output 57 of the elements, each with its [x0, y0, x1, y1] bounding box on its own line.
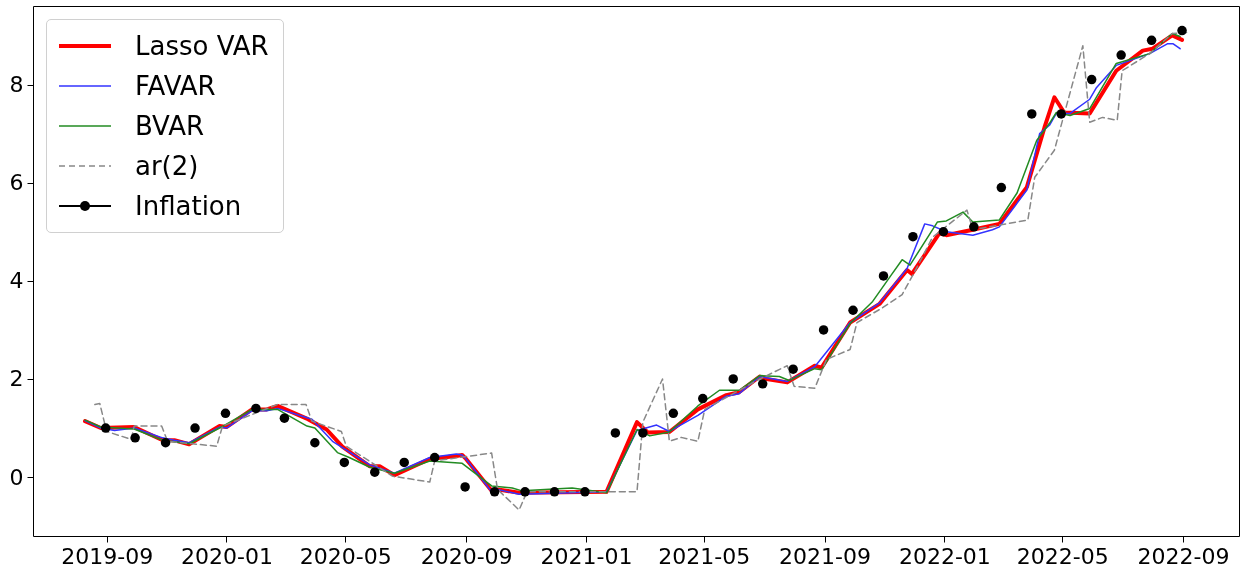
y-tick-label: 2: [9, 366, 24, 392]
x-tick-label: 2019-09: [61, 543, 154, 567]
point: [878, 271, 889, 281]
point: [1056, 109, 1066, 119]
point: [1116, 50, 1126, 60]
x-tick-label: 2022-05: [1016, 543, 1109, 567]
point: [1086, 74, 1097, 85]
legend-label: ar(2): [135, 151, 199, 181]
point: [580, 487, 590, 497]
point: [638, 428, 648, 438]
legend-label: Inflation: [135, 191, 242, 221]
point: [220, 408, 231, 419]
point: [757, 379, 768, 389]
point: [788, 364, 798, 374]
point: [339, 457, 350, 468]
point: [429, 452, 440, 463]
y-tick-label: 6: [9, 170, 24, 196]
legend-label: BVAR: [135, 111, 205, 141]
point: [1177, 25, 1187, 36]
point: [370, 467, 380, 477]
point: [848, 305, 858, 315]
point: [969, 222, 979, 232]
x-tick-label: 2021-05: [658, 543, 751, 567]
legend-label: Lasso VAR: [135, 31, 269, 61]
point: [818, 325, 829, 335]
x-tick-label: 2021-09: [779, 543, 872, 567]
x-tick-label: 2020-01: [181, 543, 273, 567]
point: [549, 487, 560, 497]
point: [1146, 35, 1157, 46]
point: [310, 438, 320, 448]
x-tick-label: 2022-09: [1137, 543, 1230, 567]
point: [489, 487, 500, 497]
point: [938, 227, 949, 237]
y-tick-label: 8: [9, 72, 24, 98]
point: [668, 408, 679, 419]
x-tick-label: 2020-05: [299, 543, 392, 567]
point: [130, 433, 140, 443]
point: [908, 231, 918, 242]
point: [698, 393, 708, 404]
point: [520, 487, 530, 497]
point: [190, 423, 200, 433]
y-tick-label: 4: [9, 268, 24, 294]
point: [460, 482, 470, 492]
point: [728, 374, 738, 384]
point: [100, 423, 111, 433]
x-tick-label: 2021-01: [540, 543, 633, 567]
point: [251, 403, 261, 414]
legend-label: FAVAR: [135, 71, 216, 101]
point: [1027, 109, 1037, 119]
y-tick-label: 0: [9, 464, 24, 490]
x-tick-label: 2022-01: [898, 543, 991, 567]
x-tick-label: 2020-09: [420, 543, 513, 567]
point: [996, 182, 1007, 193]
point: [160, 438, 171, 448]
point: [399, 457, 409, 468]
point: [279, 413, 290, 423]
point: [610, 428, 621, 438]
